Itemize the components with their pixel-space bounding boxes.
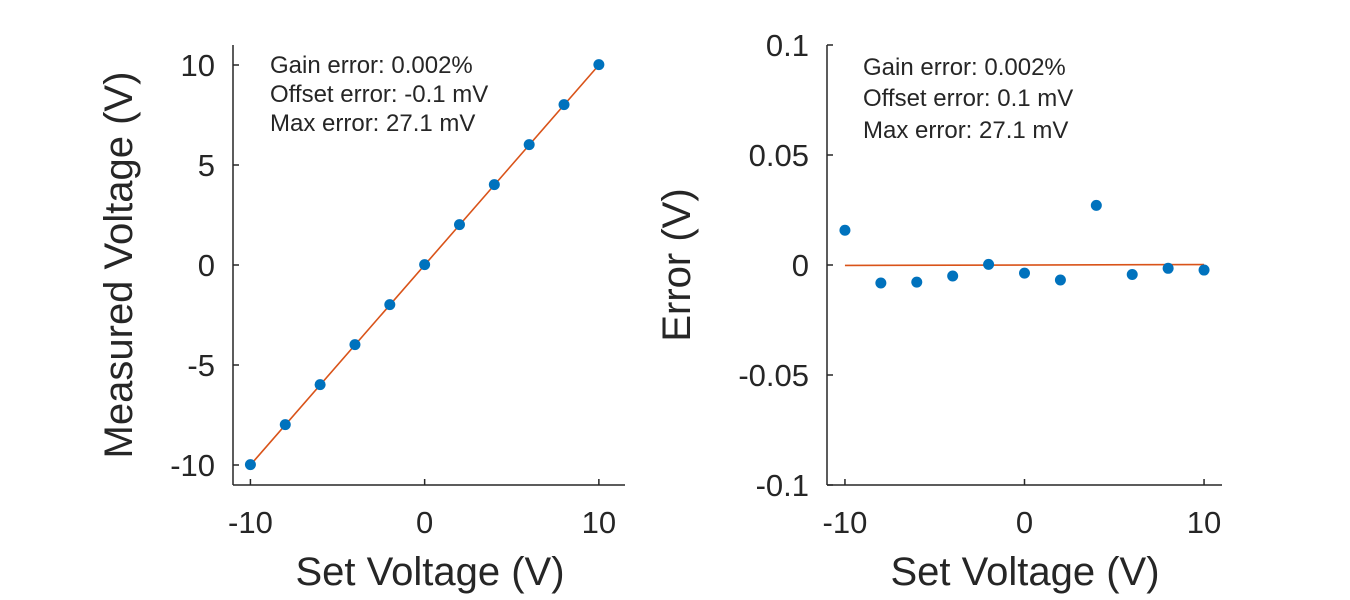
- measured-voltage-y-tick-label: -10: [170, 448, 215, 483]
- error-gain-error-annotation: Gain error: 0.002%: [863, 54, 1066, 81]
- measured-voltage-data-point: [488, 179, 500, 191]
- error-data-point: [1198, 264, 1210, 276]
- measured-voltage-y-tick-label: 0: [198, 248, 215, 283]
- measured-voltage-y-axis-label: Measured Voltage (V): [97, 72, 141, 459]
- error-max-error-annotation: Max error: 27.1 mV: [863, 117, 1068, 144]
- measured-voltage-y-tick-label: 10: [181, 48, 215, 83]
- error-y-tick-label: 0.05: [749, 138, 809, 173]
- measured-voltage-y-tick-label: 5: [198, 148, 215, 183]
- error-data-point: [875, 277, 887, 289]
- error-data-point: [947, 270, 959, 282]
- measured-voltage-data-point: [558, 99, 570, 111]
- measured-voltage-chart: -10 0 10 -10 -5 0 5 10 Set Voltage (V) Measured…: [97, 45, 625, 594]
- measured-voltage-offset-error-annotation: Offset error: -0.1 mV: [270, 81, 488, 108]
- measured-voltage-ticks: -10 0 10 -10 -5 0 5 10: [170, 48, 616, 540]
- error-y-axis-label: Error (V): [655, 188, 699, 341]
- measured-voltage-data-point: [453, 219, 465, 231]
- error-y-tick-label: 0: [792, 248, 809, 283]
- measured-voltage-x-tick-label: 0: [416, 505, 433, 540]
- measured-voltage-data-point: [279, 419, 291, 431]
- measured-voltage-y-tick-label: -5: [187, 348, 215, 383]
- measured-voltage-data-point: [244, 459, 256, 471]
- measured-voltage-x-axis-label: Set Voltage (V): [295, 550, 564, 594]
- error-data-point: [1090, 199, 1102, 211]
- measured-voltage-gain-error-annotation: Gain error: 0.002%: [270, 52, 473, 79]
- measured-voltage-data-point: [523, 139, 535, 151]
- error-x-tick-label: 10: [1187, 505, 1221, 540]
- error-x-tick-label: 0: [1016, 505, 1033, 540]
- error-y-tick-label: 0.1: [766, 28, 809, 63]
- error-data-point: [1054, 274, 1066, 286]
- measured-voltage-x-tick-label: 10: [582, 505, 616, 540]
- measured-voltage-data-point: [384, 299, 396, 311]
- error-data-point: [839, 224, 851, 236]
- measured-voltage-data-point: [419, 259, 431, 271]
- error-y-tick-label: -0.05: [738, 358, 809, 393]
- measured-voltage-data-point: [593, 59, 605, 71]
- measured-voltage-max-error-annotation: Max error: 27.1 mV: [270, 110, 475, 137]
- error-data-point: [983, 258, 995, 270]
- measured-voltage-data-point: [314, 379, 326, 391]
- error-data-point: [911, 276, 923, 288]
- error-data-point: [1126, 268, 1138, 280]
- error-x-tick-label: -10: [823, 505, 868, 540]
- error-y-tick-label: -0.1: [756, 468, 809, 503]
- measured-voltage-data-point: [349, 339, 361, 351]
- error-fit-line: [844, 263, 1205, 267]
- error-plot-data: [839, 199, 1210, 289]
- error-data-point: [1019, 267, 1030, 279]
- error-ticks: -10 0 10 -0.1 -0.05 0 0.05 0.1: [738, 28, 1221, 540]
- error-x-axis-label: Set Voltage (V): [890, 550, 1159, 594]
- measured-voltage-x-tick-label: -10: [228, 505, 273, 540]
- error-data-point: [1162, 262, 1174, 274]
- measured-voltage-plot-data: [244, 59, 605, 471]
- error-offset-error-annotation: Offset error: 0.1 mV: [863, 85, 1073, 112]
